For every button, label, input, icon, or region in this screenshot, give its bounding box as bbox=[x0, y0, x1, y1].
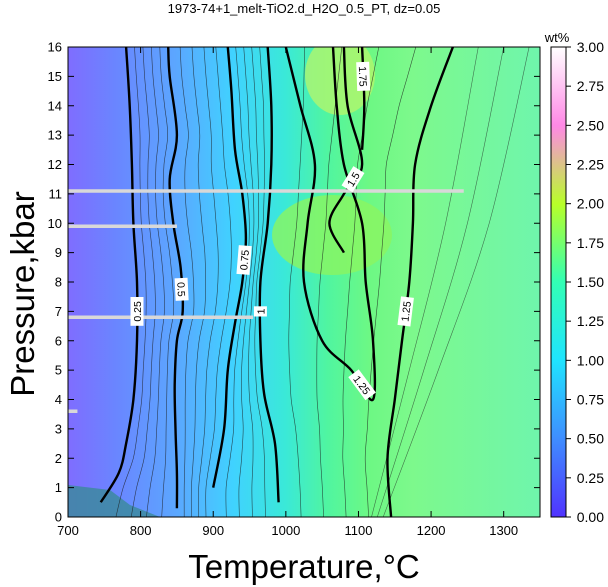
x-tick-label: 1200 bbox=[417, 523, 446, 538]
y-tick-label: 11 bbox=[49, 186, 63, 201]
minor-contour-0 bbox=[115, 47, 147, 517]
y-tick-label: 16 bbox=[48, 40, 62, 55]
solidus-edge bbox=[68, 485, 160, 517]
minor-contour-18 bbox=[382, 47, 530, 517]
chart-title: 1973-74+1_melt-TiO2.d_H2O_0.5_PT, dz=0.0… bbox=[168, 1, 441, 16]
y-tick-label: 4 bbox=[55, 392, 62, 407]
minor-contour-5 bbox=[190, 47, 207, 517]
y-tick-label: 1 bbox=[55, 480, 62, 495]
x-axis-ticks: 700 800 900 1000 1100 1200 1300 bbox=[57, 47, 518, 538]
colorbar-tick-label: 2.75 bbox=[577, 78, 604, 94]
contour-line-3 bbox=[258, 47, 280, 503]
minor-contour-17 bbox=[377, 47, 504, 517]
minor-contour-12 bbox=[288, 47, 305, 517]
colorbar bbox=[550, 46, 567, 518]
colorbar-tick-label: 0.00 bbox=[577, 509, 604, 525]
minor-contour-10 bbox=[248, 47, 260, 517]
x-tick-label: 800 bbox=[130, 523, 152, 538]
minor-contour-7 bbox=[205, 47, 232, 517]
y-tick-label: 3 bbox=[55, 421, 62, 436]
y-tick-label: 6 bbox=[55, 333, 62, 348]
colorbar-tick-label: 1.50 bbox=[577, 274, 604, 290]
y-tick-label: 10 bbox=[48, 216, 62, 231]
minor-contour-11 bbox=[254, 47, 266, 517]
contour-label-bg bbox=[253, 306, 267, 317]
y-tick-label: 9 bbox=[55, 245, 62, 260]
contour-label-7: 1.75 bbox=[356, 61, 371, 92]
minor-contour-2 bbox=[146, 47, 165, 517]
contour-line-7 bbox=[360, 47, 366, 150]
x-axis-label: Temperature,°C bbox=[188, 548, 419, 585]
contour-label-bg bbox=[341, 166, 365, 193]
minor-contour-15 bbox=[364, 47, 417, 517]
minor-contour-9 bbox=[238, 47, 255, 517]
contour-label-text: 0.5 bbox=[174, 282, 187, 297]
y-tick-label: 12 bbox=[48, 157, 62, 172]
contour-label-2: 0.75 bbox=[236, 245, 252, 275]
x-tick-label: 900 bbox=[202, 523, 224, 538]
contour-label-bg bbox=[348, 369, 376, 401]
colorbar-tick-label: 3.00 bbox=[577, 39, 604, 55]
minor-contour-3 bbox=[159, 47, 175, 517]
contour-label-text: 1.25 bbox=[399, 300, 413, 322]
minor-contour-8 bbox=[225, 47, 250, 517]
contour-label-1: 0.5 bbox=[174, 277, 189, 301]
x-tick-label: 1100 bbox=[344, 523, 372, 538]
contour-label-4: 1.25 bbox=[397, 296, 414, 327]
y-tick-label: 5 bbox=[55, 363, 62, 378]
minor-contour-4 bbox=[179, 47, 195, 517]
colorbar-unit: wt% bbox=[544, 30, 570, 45]
y-tick-label: 13 bbox=[48, 128, 62, 143]
x-tick-label: 700 bbox=[57, 523, 79, 538]
y-tick-label: 0 bbox=[55, 510, 62, 525]
colorbar-tick-label: 1.00 bbox=[577, 352, 604, 368]
colorbar-tick-label: 1.25 bbox=[577, 313, 604, 329]
contour-label-bg bbox=[130, 296, 144, 326]
contour-label-3: 1 bbox=[253, 306, 267, 317]
y-axis-label: Pressure,kbar bbox=[4, 191, 41, 396]
contour-label-text: 1 bbox=[255, 308, 267, 314]
contour-label-text: 0.25 bbox=[132, 301, 144, 322]
contour-label-0: 0.25 bbox=[130, 296, 144, 326]
colorbar-tick-label: 0.25 bbox=[577, 470, 604, 486]
contour-label-bg bbox=[356, 61, 371, 92]
contour-label-bg bbox=[236, 245, 252, 275]
y-tick-label: 2 bbox=[55, 451, 62, 466]
colorbar-tick-label: 2.00 bbox=[577, 196, 604, 212]
colorbar-tick-label: 2.25 bbox=[577, 157, 604, 173]
y-tick-label: 14 bbox=[48, 98, 62, 113]
colorbar-tick-label: 2.50 bbox=[577, 117, 604, 133]
contour-label-bg bbox=[397, 296, 414, 327]
y-tick-label: 15 bbox=[48, 69, 62, 84]
minor-contour-1 bbox=[130, 47, 156, 517]
colorbar-ticks: 0.00 0.25 0.50 0.75 1.00 1.25 1.50 1.75 2.00 2.25… bbox=[566, 39, 604, 525]
contour-label-text: 1.75 bbox=[356, 66, 369, 87]
colorbar-tick-label: 0.50 bbox=[577, 431, 604, 447]
x-tick-label: 1000 bbox=[271, 523, 300, 538]
data-gap-lines bbox=[68, 189, 464, 413]
colorbar-tick-label: 1.75 bbox=[577, 235, 604, 251]
minor-contour-13 bbox=[316, 47, 343, 517]
colorbar-tick-label: 0.75 bbox=[577, 392, 604, 408]
minor-contour-6 bbox=[198, 47, 219, 517]
x-tick-label: 1300 bbox=[489, 523, 518, 538]
y-tick-label: 8 bbox=[55, 275, 62, 290]
minor-contour-lines bbox=[115, 47, 530, 517]
contour-label-text: 0.75 bbox=[238, 249, 252, 271]
contour-label-bg bbox=[174, 277, 189, 301]
contour-line-4 bbox=[386, 47, 455, 517]
y-tick-label: 7 bbox=[55, 304, 62, 319]
